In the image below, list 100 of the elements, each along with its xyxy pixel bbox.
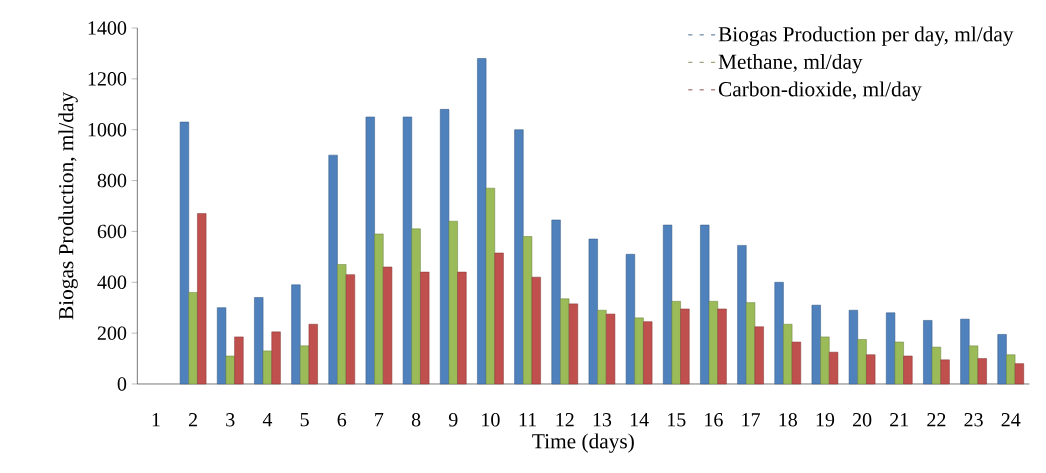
- bar: [597, 309, 607, 385]
- bar: [960, 318, 970, 385]
- x-tick-label: 19: [816, 413, 835, 427]
- bar: [1014, 363, 1025, 385]
- x-tick-label: 3: [226, 413, 235, 427]
- y-axis-title: Biogas Production, ml/day: [58, 92, 78, 320]
- legend-label: Biogas Production per day, ml/day: [718, 26, 1014, 46]
- x-tick-label: 21: [890, 413, 909, 427]
- x-tick-label: 11: [519, 413, 537, 427]
- bar: [977, 358, 987, 385]
- bar: [605, 313, 616, 385]
- bar: [894, 341, 904, 385]
- bar: [345, 274, 356, 385]
- bar: [774, 282, 784, 385]
- bar: [420, 271, 430, 385]
- bar: [234, 336, 244, 385]
- bar: [700, 224, 710, 385]
- bar: [328, 154, 338, 385]
- bar: [588, 238, 598, 385]
- bar: [522, 236, 533, 385]
- bar: [811, 304, 821, 385]
- x-tick-label: 8: [411, 413, 421, 427]
- bar: [439, 109, 450, 385]
- bar: [857, 339, 867, 385]
- x-tick-label: 23: [964, 413, 983, 427]
- bar: [828, 351, 839, 385]
- bar: [365, 116, 375, 385]
- bar: [411, 228, 421, 385]
- bar: [671, 301, 681, 385]
- bar: [225, 355, 235, 385]
- bar: [1006, 354, 1016, 385]
- bar: [737, 245, 747, 385]
- x-tick-label: 18: [779, 413, 797, 427]
- bar: [179, 121, 190, 385]
- x-tick-label: 22: [927, 413, 946, 427]
- x-tick-label: 13: [593, 413, 612, 427]
- bar: [634, 317, 644, 385]
- bar: [923, 320, 933, 385]
- bar: [745, 302, 756, 385]
- x-tick-label: 24: [1001, 413, 1021, 427]
- bar: [402, 116, 413, 385]
- bar: [514, 129, 524, 385]
- x-tick-label: 6: [337, 413, 347, 427]
- y-tick-label: 1200: [88, 72, 127, 86]
- bar: [216, 307, 227, 385]
- bar: [643, 321, 653, 385]
- bar: [299, 345, 310, 385]
- x-tick-label: 4: [262, 413, 273, 427]
- legend-label: Methane, ml/day: [718, 53, 863, 74]
- x-tick-label: 7: [375, 413, 384, 427]
- bar: [885, 312, 896, 385]
- legend-label: Carbon-dioxide, ml/day: [718, 81, 922, 101]
- bar: [791, 341, 802, 385]
- bar: [188, 292, 198, 385]
- bar: [271, 331, 281, 385]
- x-tick-label: 17: [742, 413, 760, 427]
- x-tick-label: 15: [668, 413, 686, 427]
- x-tick-label: 16: [705, 413, 723, 427]
- y-tick-label: 400: [97, 275, 127, 290]
- x-tick-label: 20: [852, 413, 872, 427]
- bar: [848, 309, 859, 385]
- y-tick-label: 1000: [88, 122, 127, 137]
- x-axis-title: Time (days): [532, 433, 634, 453]
- bar: [531, 276, 541, 385]
- bar: [262, 350, 273, 385]
- bar: [903, 355, 913, 385]
- y-tick-label: 200: [97, 326, 127, 340]
- bar: [866, 354, 876, 385]
- y-tick-label: 0: [117, 377, 127, 391]
- bar: [997, 334, 1007, 385]
- bar: [717, 308, 727, 385]
- bar: [382, 266, 393, 385]
- bar: [448, 220, 458, 385]
- bar: [308, 323, 318, 385]
- x-tick-label: 14: [630, 413, 649, 427]
- bar: [783, 323, 793, 385]
- x-tick-label: 5: [300, 413, 309, 427]
- bar: [625, 254, 636, 385]
- bar: [494, 252, 504, 385]
- x-tick-label: 12: [556, 413, 574, 427]
- y-tick-label: 600: [97, 224, 127, 239]
- bar: [931, 346, 942, 385]
- bar: [968, 345, 979, 385]
- x-tick-label: 10: [482, 413, 500, 427]
- bar: [940, 359, 950, 385]
- x-tick-label: 1: [152, 413, 160, 427]
- bar: [662, 224, 673, 385]
- bar: [708, 301, 719, 385]
- y-tick-label: 800: [97, 173, 127, 188]
- bar: [485, 187, 496, 385]
- bar: [477, 58, 487, 385]
- bar: [457, 271, 467, 385]
- bar: [254, 297, 264, 385]
- bar: [560, 298, 570, 385]
- bar: [820, 336, 830, 385]
- bar: [197, 213, 207, 385]
- bar: [291, 284, 301, 385]
- bar: [374, 233, 384, 385]
- bar: [551, 219, 561, 385]
- x-tick-label: 2: [188, 413, 197, 427]
